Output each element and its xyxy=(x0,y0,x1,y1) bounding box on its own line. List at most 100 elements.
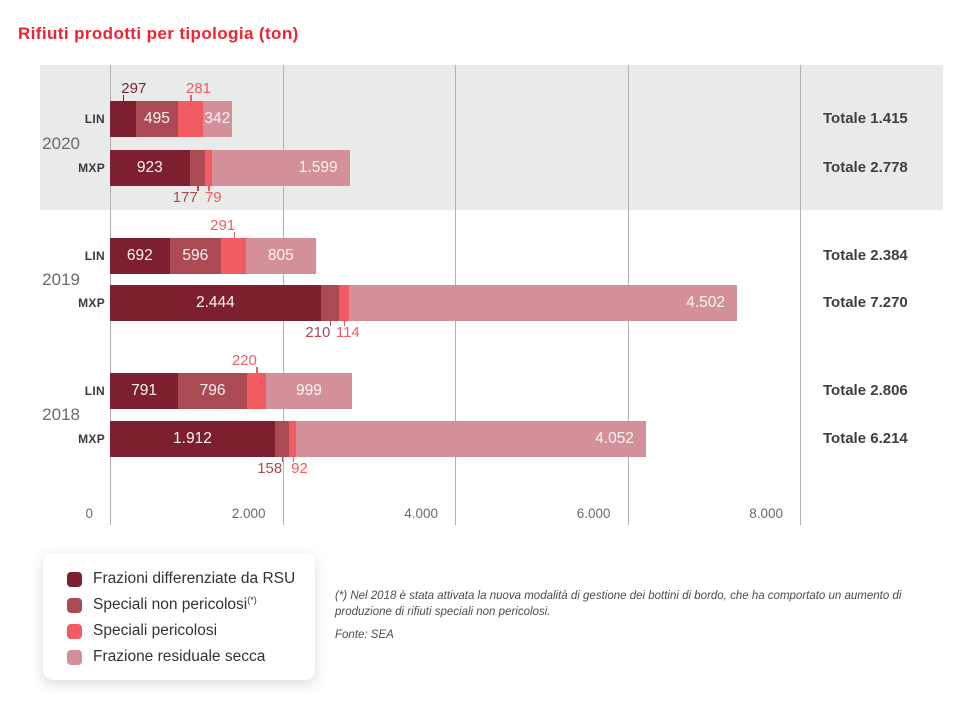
callout-value-label: 210 xyxy=(305,324,331,341)
legend-label-frazioni-differenziate-da-rsu: Frazioni differenziate da RSU xyxy=(93,570,296,587)
callout-value-label: 220 xyxy=(231,352,257,369)
stacked-bar-2018-mxp: 1.912 4.052 xyxy=(110,421,646,457)
callout-value-label: 79 xyxy=(204,189,222,206)
legend-swatch-speciali-non-pericolosi xyxy=(67,597,82,613)
gridline-8000 xyxy=(800,65,801,525)
total-label-2020-mxp: Totale 2.778 xyxy=(823,159,908,176)
bar-segment-frazione-residuale-secca: 4.502 xyxy=(348,285,738,321)
airport-label-mxp: MXP xyxy=(78,161,105,175)
bar-segment-speciali-pericolosi xyxy=(246,373,266,409)
bar-value-label: 1.912 xyxy=(173,430,212,447)
airport-label-mxp: MXP xyxy=(78,432,105,446)
total-label-2018-lin: Totale 2.806 xyxy=(823,382,908,399)
bar-value-label: 4.502 xyxy=(686,294,726,311)
bar-segment-speciali-non-pericolosi xyxy=(320,285,339,321)
airport-label-lin: LIN xyxy=(84,112,105,126)
airport-label-mxp: MXP xyxy=(78,296,105,310)
bar-segment-frazioni-differenziate-da-rsu: 923 xyxy=(110,150,190,186)
callout-value-label: 297 xyxy=(121,80,147,97)
legend-item-frazioni-differenziate-da-rsu: Frazioni differenziate da RSU xyxy=(67,566,315,592)
callout-leader-line xyxy=(329,321,332,326)
legend-swatch-frazioni-differenziate-da-rsu xyxy=(67,571,82,587)
legend: Frazioni differenziate da RSU Speciali no… xyxy=(43,553,315,680)
callout-value-label: 177 xyxy=(172,189,198,206)
bar-segment-frazioni-differenziate-da-rsu xyxy=(110,101,136,137)
footnote-text: (*) Nel 2018 è stata attivata la nuova m… xyxy=(335,590,902,619)
callout-leader-line xyxy=(190,95,192,101)
bar-segment-speciali-non-pericolosi xyxy=(274,421,289,457)
legend-label-speciali-non-pericolosi: Speciali non pericolosi(*) xyxy=(93,595,257,614)
callout-leader-line xyxy=(343,321,346,326)
bar-segment-frazione-residuale-secca: 1.599 xyxy=(211,150,350,186)
x-axis-tick-label: 6.000 xyxy=(576,506,611,521)
bar-segment-frazione-residuale-secca: 999 xyxy=(265,373,352,409)
x-axis-tick-label: 8.000 xyxy=(749,506,783,521)
stacked-bar-2018-lin: 791 796 999 xyxy=(110,373,352,409)
bar-segment-speciali-non-pericolosi: 495 xyxy=(135,101,179,137)
bar-segment-speciali-non-pericolosi: 596 xyxy=(169,238,222,274)
stacked-bar-2020-lin: 495 342 xyxy=(110,101,233,137)
airport-label-lin: LIN xyxy=(84,384,105,398)
legend-item-frazione-residuale-secca: Frazione residuale secca xyxy=(67,644,315,670)
x-axis-tick-label: 0 xyxy=(85,506,93,521)
bar-segment-speciali-pericolosi xyxy=(288,421,297,457)
footnote-source: Fonte: SEA xyxy=(335,629,394,642)
bar-value-label: 342 xyxy=(204,110,231,127)
legend-label-frazione-residuale-secca: Frazione residuale secca xyxy=(93,648,266,665)
callout-value-label: 158 xyxy=(257,460,283,477)
legend-swatch-frazione-residuale-secca xyxy=(67,649,82,665)
callout-value-label: 114 xyxy=(335,324,360,341)
footnote: (*) Nel 2018 è stata attivata la nuova m… xyxy=(335,588,920,643)
bar-segment-frazioni-differenziate-da-rsu: 1.912 xyxy=(110,421,275,457)
chart-title: Rifiuti prodotti per tipologia (ton) xyxy=(18,24,299,43)
bar-value-label: 596 xyxy=(182,247,209,264)
stacked-bar-2020-mxp: 923 1.599 xyxy=(110,150,350,186)
total-label-2018-mxp: Totale 6.214 xyxy=(823,430,908,447)
bar-value-label: 999 xyxy=(295,382,322,399)
bar-value-label: 805 xyxy=(267,247,294,264)
bar-segment-frazioni-differenziate-da-rsu: 2.444 xyxy=(110,285,321,321)
bar-value-label: 1.599 xyxy=(298,159,338,176)
total-label-2019-mxp: Totale 7.270 xyxy=(823,294,908,311)
bar-segment-frazione-residuale-secca: 805 xyxy=(246,238,316,274)
bar-segment-speciali-pericolosi xyxy=(204,150,212,186)
bar-value-label: 495 xyxy=(144,110,170,127)
bar-segment-speciali-pericolosi xyxy=(221,238,247,274)
total-label-2019-lin: Totale 2.384 xyxy=(823,247,908,264)
callout-value-label: 291 xyxy=(210,217,236,234)
bar-segment-speciali-non-pericolosi: 796 xyxy=(178,373,247,409)
bar-segment-speciali-pericolosi xyxy=(178,101,203,137)
x-axis-tick-label: 2.000 xyxy=(231,506,266,521)
callout-leader-line xyxy=(233,232,236,238)
bar-segment-speciali-pericolosi xyxy=(338,285,349,321)
bar-segment-speciali-non-pericolosi xyxy=(189,150,205,186)
bar-value-label: 692 xyxy=(126,247,153,264)
bar-segment-frazioni-differenziate-da-rsu: 791 xyxy=(110,373,179,409)
bar-segment-frazione-residuale-secca: 4.052 xyxy=(296,421,646,457)
airport-label-lin: LIN xyxy=(84,249,105,263)
legend-label-speciali-pericolosi: Speciali pericolosi xyxy=(93,622,218,639)
callout-leader-line xyxy=(208,186,210,191)
legend-swatch-speciali-pericolosi xyxy=(67,623,82,639)
x-axis-tick-label: 4.000 xyxy=(404,506,438,521)
year-label-2020: 2020 xyxy=(42,133,80,153)
bar-segment-frazione-residuale-secca: 342 xyxy=(202,101,233,137)
stacked-bar-2019-mxp: 2.444 4.502 xyxy=(110,285,738,321)
callout-leader-line xyxy=(292,457,294,462)
callout-value-label: 281 xyxy=(185,80,211,97)
callout-leader-line xyxy=(197,186,199,191)
bar-value-label: 791 xyxy=(131,382,158,399)
bar-value-label: 2.444 xyxy=(195,294,235,311)
bar-value-label: 4.052 xyxy=(595,430,634,447)
legend-footnote-marker: (*) xyxy=(247,595,257,606)
callout-leader-line xyxy=(281,457,284,462)
callout-leader-line xyxy=(256,367,258,373)
callout-leader-line xyxy=(122,95,125,101)
legend-item-speciali-non-pericolosi: Speciali non pericolosi(*) xyxy=(67,592,315,618)
callout-value-label: 92 xyxy=(291,460,308,477)
bar-value-label: 923 xyxy=(136,159,163,176)
bar-segment-frazioni-differenziate-da-rsu: 692 xyxy=(110,238,170,274)
total-label-2020-lin: Totale 1.415 xyxy=(823,110,908,127)
